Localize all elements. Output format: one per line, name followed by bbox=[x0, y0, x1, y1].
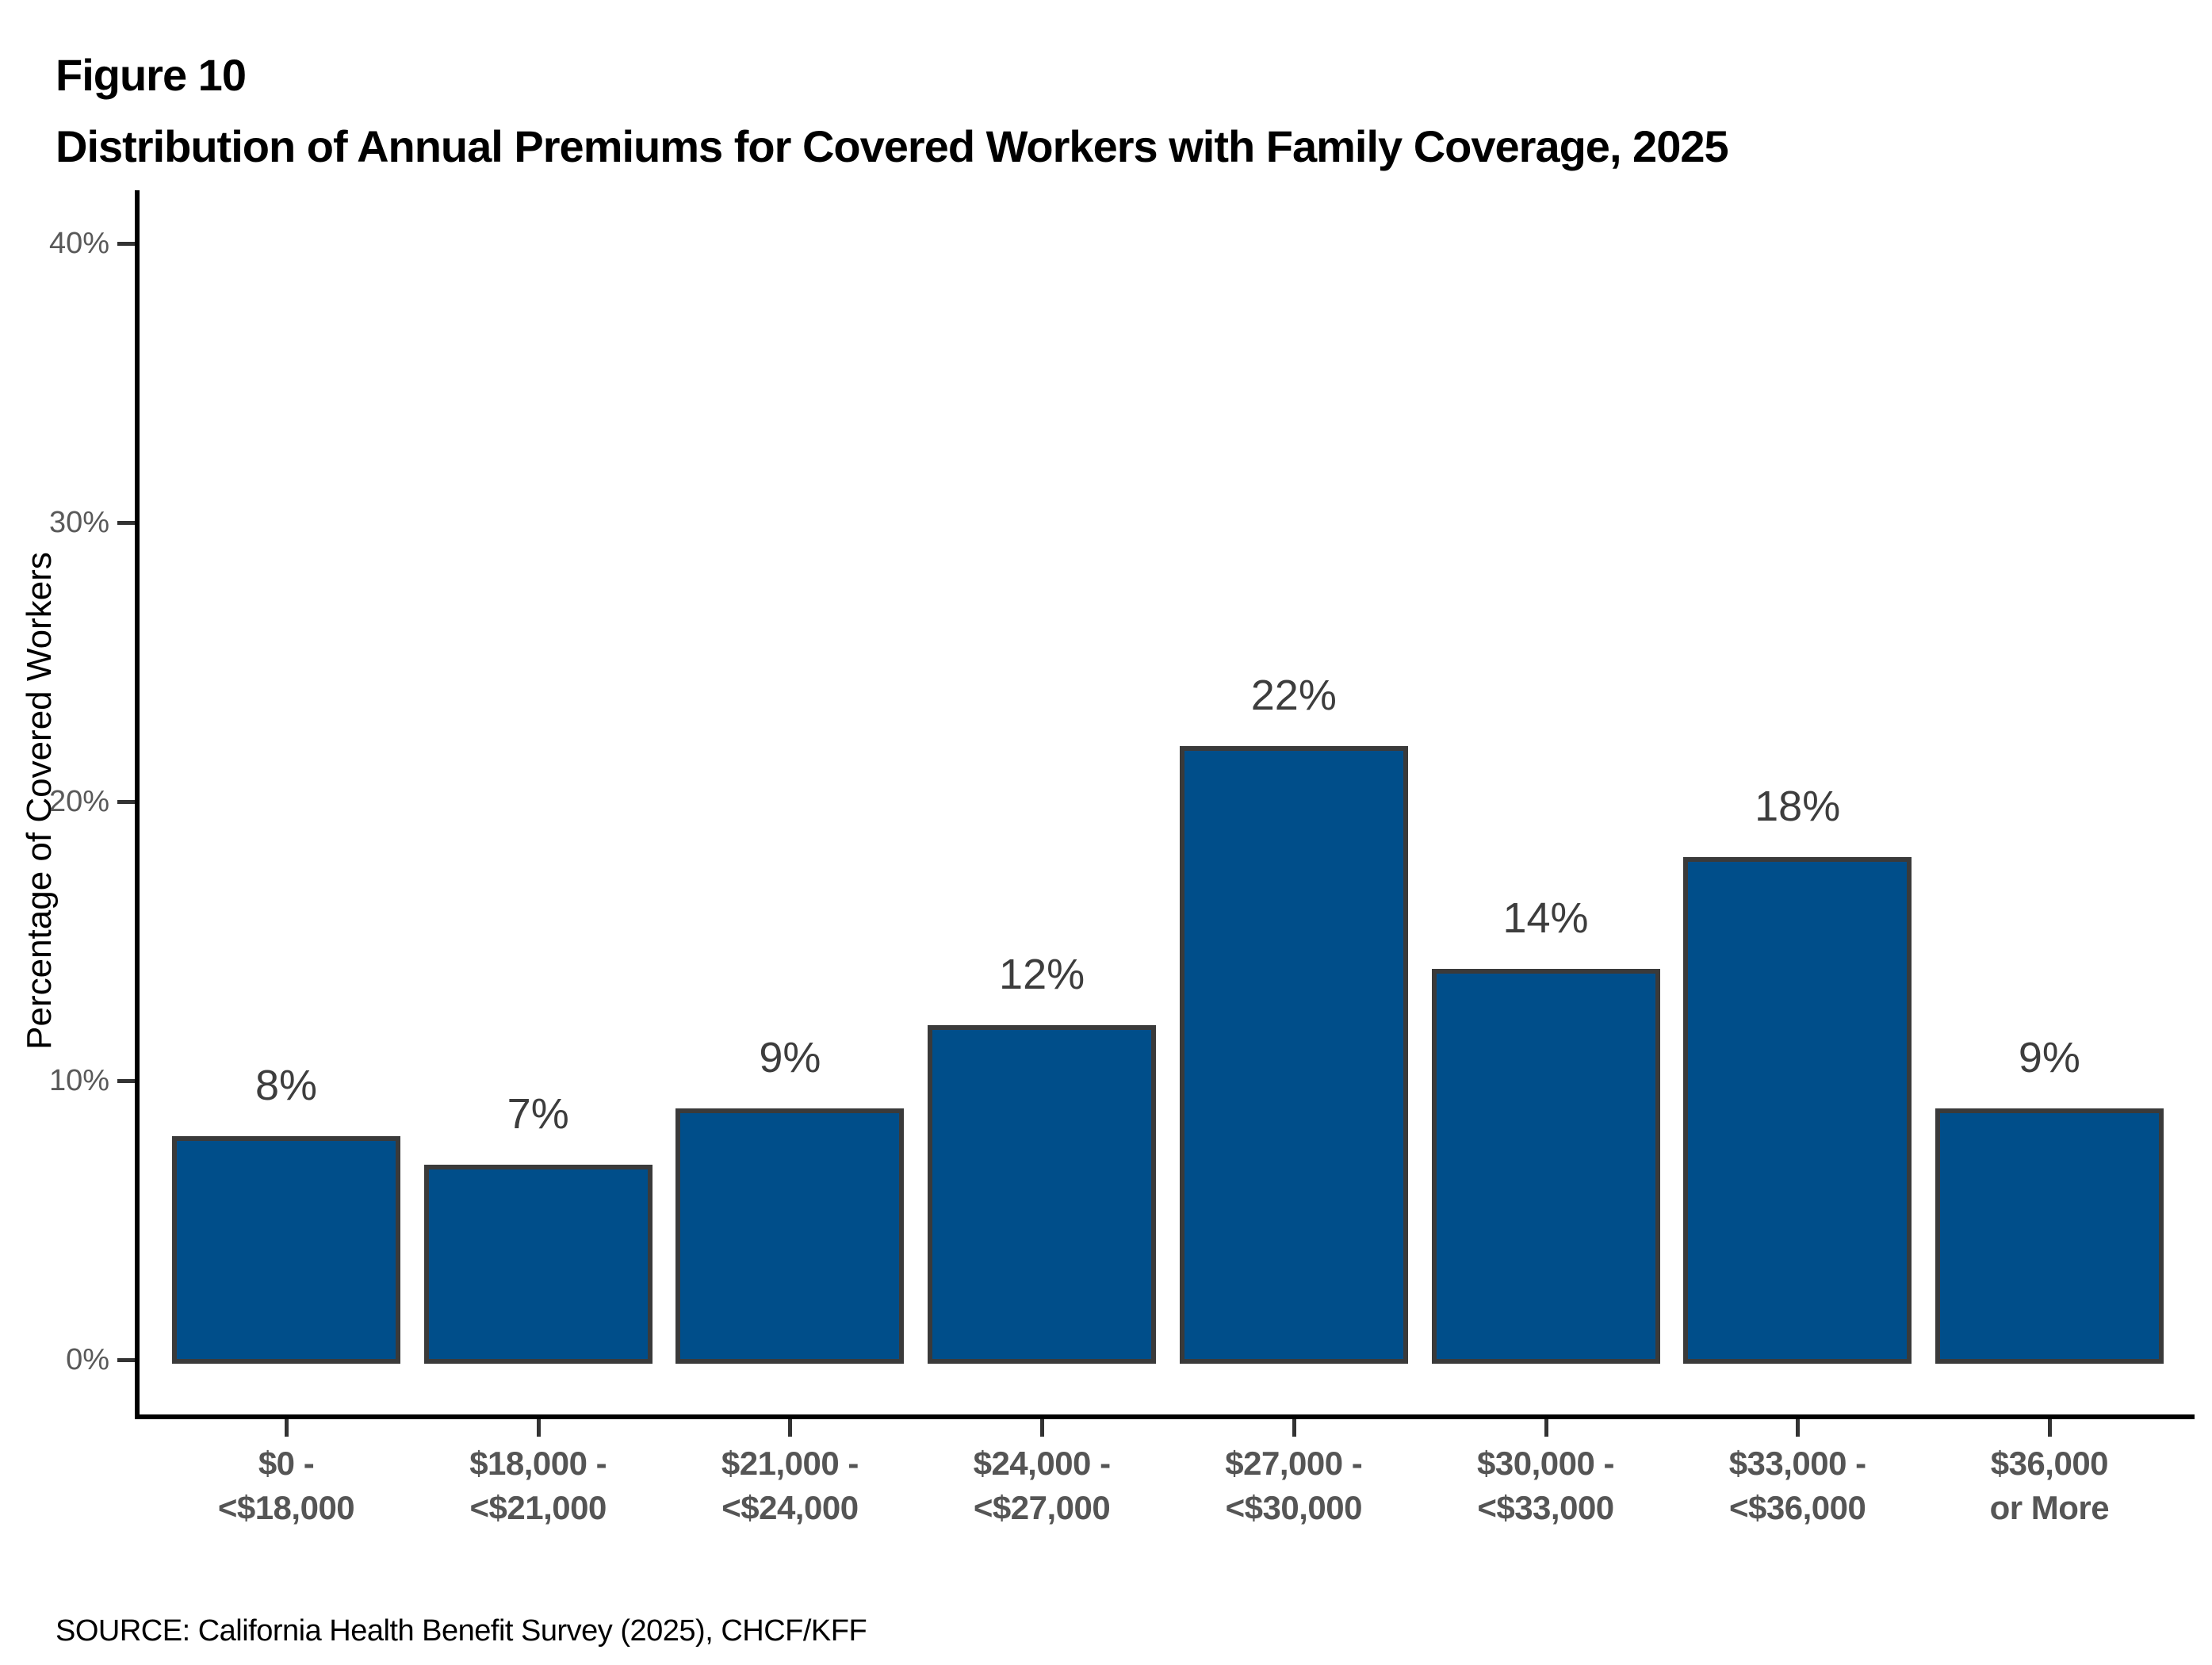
x-category-label: $27,000 - <$30,000 bbox=[1159, 1441, 1429, 1530]
y-tick bbox=[117, 521, 135, 525]
x-category-label-line: $33,000 - bbox=[1728, 1445, 1866, 1482]
x-tick bbox=[1292, 1419, 1296, 1437]
bar bbox=[928, 1024, 1157, 1364]
x-category-label-line: $30,000 - bbox=[1477, 1445, 1614, 1482]
bar-value-label: 22% bbox=[1250, 671, 1337, 719]
x-tick bbox=[1040, 1419, 1045, 1437]
x-category-label-line: $27,000 - bbox=[1225, 1445, 1363, 1482]
x-category-label-line: <$36,000 bbox=[1729, 1489, 1866, 1526]
x-tick bbox=[285, 1419, 289, 1437]
x-category-label: $30,000 - <$33,000 bbox=[1411, 1441, 1681, 1530]
bar bbox=[675, 1108, 905, 1364]
y-tick-label: 10% bbox=[48, 1064, 109, 1097]
x-category-label-line: <$30,000 bbox=[1225, 1489, 1363, 1526]
bar-value-label: 8% bbox=[254, 1062, 318, 1110]
x-category-label-line: $18,000 - bbox=[469, 1445, 607, 1482]
x-category-label-line: or More bbox=[1989, 1489, 2110, 1526]
source-note: SOURCE: California Health Benefit Survey… bbox=[55, 1614, 867, 1648]
bar bbox=[1683, 857, 1912, 1364]
bar-value-label: 7% bbox=[507, 1089, 569, 1138]
x-category-label: $33,000 - <$36,000 bbox=[1663, 1441, 1932, 1530]
bar-value-label: 14% bbox=[1502, 894, 1589, 943]
bar bbox=[423, 1164, 653, 1364]
x-category-label-line: $24,000 - bbox=[973, 1445, 1111, 1482]
x-category-label-line: <$18,000 bbox=[217, 1489, 355, 1526]
x-category-label: $21,000 - <$24,000 bbox=[655, 1441, 924, 1530]
x-category-label: $24,000 - <$27,000 bbox=[907, 1441, 1177, 1530]
bar bbox=[1179, 745, 1408, 1364]
bar bbox=[1935, 1108, 2164, 1364]
x-category-label-line: $36,000 bbox=[1990, 1445, 2109, 1482]
y-tick bbox=[117, 242, 135, 246]
x-category-label-line: <$27,000 bbox=[973, 1489, 1111, 1526]
y-tick-label: 0% bbox=[66, 1343, 109, 1376]
y-tick bbox=[117, 1358, 135, 1362]
y-tick-label: 30% bbox=[48, 506, 109, 539]
y-axis-line bbox=[135, 190, 140, 1419]
x-tick bbox=[788, 1419, 793, 1437]
bar-value-label: 12% bbox=[999, 950, 1085, 998]
x-category-label-line: <$33,000 bbox=[1477, 1489, 1614, 1526]
bar-value-label: 9% bbox=[759, 1034, 821, 1082]
bar-value-label: 9% bbox=[2018, 1034, 2080, 1082]
x-category-label-line: <$24,000 bbox=[721, 1489, 859, 1526]
x-category-label-line: $21,000 - bbox=[721, 1445, 859, 1482]
x-category-label: $36,000 or More bbox=[1915, 1441, 2184, 1530]
chart-title: Distribution of Annual Premiums for Cove… bbox=[55, 121, 1729, 171]
bar bbox=[1431, 969, 1660, 1364]
x-axis-line bbox=[135, 1414, 2195, 1419]
x-category-label: $18,000 - <$21,000 bbox=[404, 1441, 673, 1530]
bar-value-label: 18% bbox=[1755, 783, 1841, 831]
x-tick bbox=[2047, 1419, 2052, 1437]
figure-label: Figure 10 bbox=[55, 50, 247, 100]
y-tick-label: 20% bbox=[48, 785, 109, 818]
y-tick-label: 40% bbox=[48, 227, 109, 260]
x-category-label-line: <$21,000 bbox=[469, 1489, 607, 1526]
x-tick bbox=[536, 1419, 541, 1437]
x-tick bbox=[1796, 1419, 1801, 1437]
x-tick bbox=[1544, 1419, 1548, 1437]
y-tick bbox=[117, 1079, 135, 1083]
bar bbox=[172, 1136, 400, 1364]
x-category-label-line: $0 - bbox=[258, 1445, 315, 1482]
y-tick bbox=[117, 800, 135, 804]
x-category-label: $0 - <$18,000 bbox=[151, 1441, 421, 1530]
